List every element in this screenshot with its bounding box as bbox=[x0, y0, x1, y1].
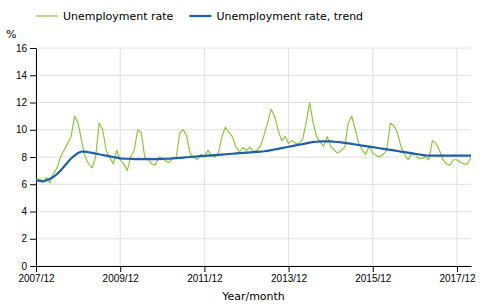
tick-mark bbox=[30, 157, 36, 158]
legend-label: Unemployment rate bbox=[63, 10, 174, 23]
tick-label: 2011/12 bbox=[187, 273, 223, 284]
tick-mark bbox=[30, 266, 36, 267]
grid-line bbox=[120, 48, 121, 266]
tick: 6 bbox=[21, 179, 36, 190]
y-axis-label: % bbox=[6, 28, 16, 41]
legend-swatch bbox=[189, 15, 211, 17]
grid-line bbox=[36, 184, 471, 185]
tick: 0 bbox=[21, 261, 36, 272]
tick: 2017/12 bbox=[439, 266, 476, 284]
grid-line bbox=[456, 48, 457, 266]
grid-line bbox=[36, 238, 471, 239]
legend: Unemployment rate Unemployment rate, tren… bbox=[36, 10, 363, 23]
series-line bbox=[36, 141, 471, 181]
tick-mark bbox=[30, 103, 36, 104]
tick: 14 bbox=[16, 70, 36, 81]
x-axis-label: Year/month bbox=[221, 290, 285, 303]
tick-mark bbox=[30, 48, 36, 49]
grid-line bbox=[36, 129, 471, 130]
legend-swatch bbox=[36, 15, 58, 16]
tick: 2007/12 bbox=[18, 266, 55, 284]
tick: 2009/12 bbox=[103, 266, 140, 284]
axis-line bbox=[37, 266, 472, 267]
x-axis: 2007/12 2009/12 2011/12 2013/12 2015/12 2017/… bbox=[18, 266, 476, 284]
tick: 12 bbox=[16, 97, 36, 108]
tick: 2011/12 bbox=[187, 266, 223, 284]
tick-mark bbox=[289, 266, 290, 272]
grid bbox=[36, 48, 471, 266]
axis-line bbox=[36, 49, 37, 267]
tick-mark bbox=[457, 266, 458, 272]
tick-label: 2015/12 bbox=[355, 273, 392, 284]
tick-mark bbox=[30, 212, 36, 213]
grid-line bbox=[36, 102, 471, 103]
tick-mark bbox=[120, 266, 121, 272]
grid-line bbox=[36, 266, 471, 267]
tick-label: 6 bbox=[21, 179, 27, 190]
legend-item: Unemployment rate bbox=[36, 10, 174, 23]
plot-area: 0 2 4 6 8 10 12 14 16 2007/12 2009/12 2011/12 2013/1… bbox=[16, 43, 476, 284]
tick: 16 bbox=[16, 43, 36, 54]
tick-label: 2013/12 bbox=[271, 273, 308, 284]
tick-label: 2017/12 bbox=[439, 273, 476, 284]
tick-label: 10 bbox=[16, 124, 28, 135]
tick: 8 bbox=[21, 152, 36, 163]
tick-mark bbox=[30, 184, 36, 185]
lines bbox=[36, 103, 471, 183]
tick-mark bbox=[30, 75, 36, 76]
tick-mark bbox=[30, 239, 36, 240]
grid-line bbox=[36, 211, 471, 212]
tick-mark bbox=[36, 266, 37, 272]
legend-label: Unemployment rate, trend bbox=[216, 10, 363, 23]
tick-mark bbox=[204, 266, 205, 272]
grid-line bbox=[36, 48, 471, 49]
tick-label: 0 bbox=[21, 261, 27, 272]
grid-line bbox=[36, 75, 471, 76]
tick-mark bbox=[373, 266, 374, 272]
tick: 2015/12 bbox=[355, 266, 392, 284]
tick-mark bbox=[30, 130, 36, 131]
grid-line bbox=[288, 48, 289, 266]
tick-label: 16 bbox=[16, 43, 28, 54]
grid-line bbox=[372, 48, 373, 266]
tick: 10 bbox=[16, 124, 36, 135]
y-axis: 0 2 4 6 8 10 12 14 16 bbox=[16, 43, 37, 272]
tick-label: 2009/12 bbox=[103, 273, 140, 284]
tick-label: 14 bbox=[16, 70, 28, 81]
tick: 2013/12 bbox=[271, 266, 308, 284]
tick-label: 2 bbox=[21, 233, 27, 244]
chart: 0 2 4 6 8 10 12 14 16 2007/12 2009/12 2011/12 2013/1… bbox=[0, 0, 495, 306]
tick: 4 bbox=[21, 206, 36, 217]
tick-label: 4 bbox=[21, 206, 27, 217]
tick: 2 bbox=[21, 233, 36, 244]
tick-label: 2007/12 bbox=[18, 273, 55, 284]
tick-label: 12 bbox=[16, 97, 28, 108]
tick-label: 8 bbox=[21, 152, 27, 163]
legend-item: Unemployment rate, trend bbox=[189, 10, 363, 23]
series-line bbox=[36, 103, 471, 183]
